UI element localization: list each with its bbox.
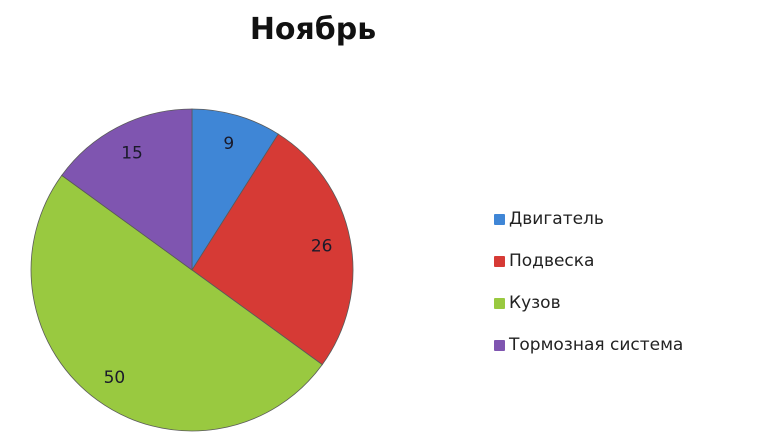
pie-slice-4 xyxy=(61,108,193,271)
legend-swatch xyxy=(494,297,505,309)
legend-item: Кузов xyxy=(494,282,683,324)
pie-slice-2 xyxy=(191,133,354,366)
pie-slice-3 xyxy=(30,174,323,432)
legend-item: Двигатель xyxy=(494,198,683,240)
legend-swatch xyxy=(494,213,505,225)
legend-swatch xyxy=(494,255,505,267)
legend: Двигатель Подвеска Кузов Тормозная система xyxy=(494,198,683,366)
legend-item: Подвеска xyxy=(494,240,683,282)
pie-slice-1 xyxy=(191,108,279,272)
legend-label: Двигатель xyxy=(509,209,604,229)
legend-label: Подвеска xyxy=(509,251,595,271)
data-label: 50 xyxy=(104,368,126,388)
legend-item: Тормозная система xyxy=(494,324,683,366)
data-label: 15 xyxy=(121,143,143,163)
legend-swatch xyxy=(494,339,505,351)
data-label: 9 xyxy=(223,134,234,154)
data-label: 26 xyxy=(311,236,333,256)
legend-label: Тормозная система xyxy=(509,335,684,355)
legend-label: Кузов xyxy=(509,293,561,313)
chart-title: Ноябрь xyxy=(249,12,377,47)
